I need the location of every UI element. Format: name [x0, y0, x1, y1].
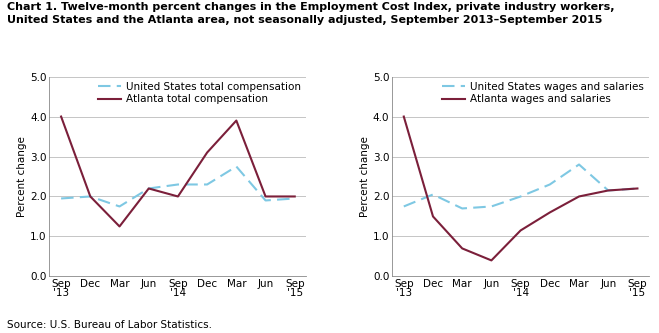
Atlanta total compensation [203, 151, 211, 155]
United States wages and salaries [429, 192, 437, 196]
United States wages and salaries [517, 194, 525, 198]
Line: Atlanta total compensation: Atlanta total compensation [61, 117, 295, 226]
Text: United States and the Atlanta area, not seasonally adjusted, September 2013–Sept: United States and the Atlanta area, not … [7, 15, 602, 25]
Legend: United States wages and salaries, Atlanta wages and salaries: United States wages and salaries, Atlant… [440, 80, 646, 107]
Atlanta total compensation [262, 194, 270, 198]
United States total compensation [233, 165, 241, 168]
Atlanta wages and salaries [604, 188, 612, 192]
Legend: United States total compensation, Atlanta total compensation: United States total compensation, Atlant… [96, 80, 303, 107]
United States wages and salaries [488, 204, 496, 208]
Atlanta total compensation [86, 194, 94, 198]
United States wages and salaries [400, 204, 408, 208]
United States wages and salaries [458, 206, 466, 210]
Atlanta total compensation [145, 186, 153, 190]
United States wages and salaries [633, 186, 641, 190]
United States wages and salaries [546, 182, 554, 186]
Atlanta total compensation [291, 194, 299, 198]
United States total compensation [145, 186, 153, 190]
Atlanta wages and salaries [575, 194, 583, 198]
Atlanta total compensation [233, 119, 241, 123]
United States total compensation [86, 194, 94, 198]
United States total compensation [262, 198, 270, 202]
Line: United States total compensation: United States total compensation [61, 166, 295, 206]
United States total compensation [115, 204, 123, 208]
Atlanta wages and salaries [429, 214, 437, 218]
Text: Source: U.S. Bureau of Labor Statistics.: Source: U.S. Bureau of Labor Statistics. [7, 320, 212, 330]
United States wages and salaries [575, 163, 583, 166]
Atlanta total compensation [115, 224, 123, 228]
Atlanta wages and salaries [488, 258, 496, 262]
United States total compensation [174, 182, 182, 186]
Atlanta wages and salaries [517, 228, 525, 232]
Line: United States wages and salaries: United States wages and salaries [404, 165, 637, 208]
Atlanta wages and salaries [546, 210, 554, 214]
Atlanta total compensation [174, 194, 182, 198]
Y-axis label: Percent change: Percent change [360, 136, 370, 217]
United States total compensation [57, 196, 65, 200]
United States wages and salaries [604, 188, 612, 192]
United States total compensation [203, 182, 211, 186]
Atlanta wages and salaries [400, 115, 408, 119]
United States total compensation [291, 196, 299, 200]
Y-axis label: Percent change: Percent change [17, 136, 28, 217]
Line: Atlanta wages and salaries: Atlanta wages and salaries [404, 117, 637, 260]
Atlanta wages and salaries [633, 186, 641, 190]
Atlanta total compensation [57, 115, 65, 119]
Atlanta wages and salaries [458, 246, 466, 250]
Text: Chart 1. Twelve-month percent changes in the Employment Cost Index, private indu: Chart 1. Twelve-month percent changes in… [7, 2, 614, 12]
